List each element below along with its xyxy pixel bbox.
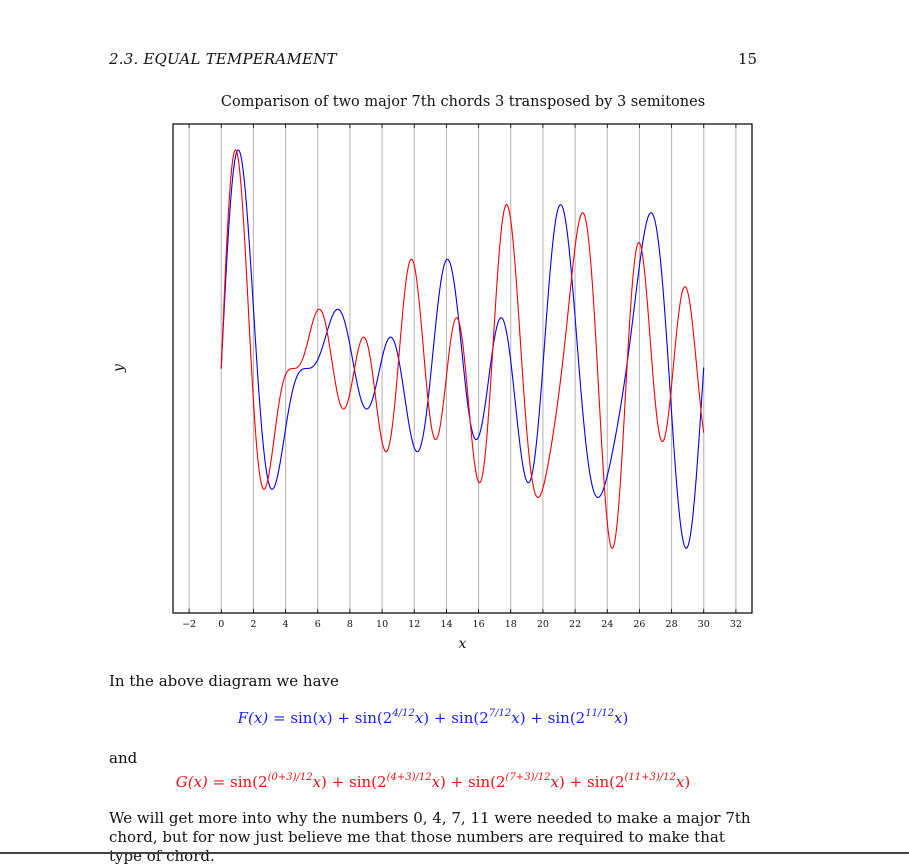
chart-title: Comparison of two major 7th chords 3 tra… xyxy=(220,94,706,110)
equation-g: G(x) = sin(2(0+3)/12x) + sin(2(4+3)/12x)… xyxy=(175,772,691,791)
x-tick-label: 22 xyxy=(569,619,581,630)
x-axis-label: x xyxy=(459,636,467,652)
series-line-2 xyxy=(220,149,705,549)
plot-frame xyxy=(172,123,753,614)
x-tick-label: 24 xyxy=(601,619,613,630)
x-tick-label: 6 xyxy=(315,619,321,630)
series-line-1 xyxy=(220,149,705,549)
x-tick-label: 2 xyxy=(250,619,256,630)
x-tick-label: 20 xyxy=(537,619,549,630)
x-tick-label: 4 xyxy=(283,619,289,630)
and-text: and xyxy=(109,749,138,767)
running-header: 2.3. EQUAL TEMPERAMENT xyxy=(109,50,337,68)
equation-f-text: F(x) = xyxy=(237,709,291,727)
x-tick-label: 32 xyxy=(730,619,742,630)
page-bottom-rule xyxy=(0,852,909,854)
x-tick-label: 8 xyxy=(347,619,353,630)
x-tick-label: 12 xyxy=(408,619,420,630)
x-tick-label: 18 xyxy=(505,619,517,630)
x-tick-label: 30 xyxy=(698,619,710,630)
x-tick-label: 28 xyxy=(666,619,678,630)
x-tick-label: −2 xyxy=(182,619,196,630)
x-tick-label: 0 xyxy=(218,619,224,630)
y-axis-label: y xyxy=(111,363,127,373)
closing-paragraph: We will get more into why the numbers 0,… xyxy=(109,809,751,865)
x-tick-label: 26 xyxy=(633,619,645,630)
x-tick-label: 14 xyxy=(440,619,452,630)
equation-f: F(x) = sin(x) + sin(24/12x) + sin(27/12x… xyxy=(237,708,629,727)
x-tick-label: 10 xyxy=(376,619,388,630)
intro-text: In the above diagram we have xyxy=(109,672,339,690)
page-number: 15 xyxy=(738,50,758,68)
x-tick-label: 16 xyxy=(473,619,485,630)
equation-g-text: G(x) = xyxy=(175,773,231,791)
